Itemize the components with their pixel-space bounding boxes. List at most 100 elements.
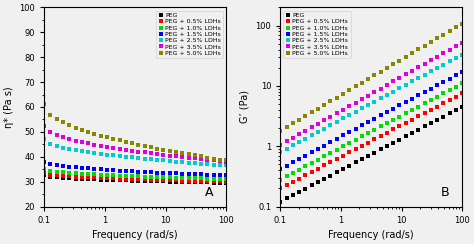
PEG + 1.0% LDHs <box>66 172 72 174</box>
PEG + 2.5% LDHs <box>110 154 116 157</box>
PEG + 2.5% LDHs <box>434 67 440 70</box>
PEG + 1.0% LDHs <box>104 173 110 176</box>
PEG + 1.0% LDHs <box>60 171 66 174</box>
PEG + 5.0% LDHs <box>453 26 459 29</box>
PEG + 0.5% LDHs <box>340 154 346 157</box>
PEG + 2.5% LDHs <box>416 77 421 80</box>
PEG + 1.0% LDHs <box>186 177 191 180</box>
PEG + 3.5% LDHs <box>321 119 327 122</box>
PEG + 5.0% LDHs <box>391 63 396 66</box>
PEG + 1.5% LDHs <box>315 147 321 150</box>
PEG + 3.5% LDHs <box>85 142 91 145</box>
PEG <box>334 171 339 174</box>
PEG + 0.5% LDHs <box>302 174 308 177</box>
PEG + 5.0% LDHs <box>447 30 453 32</box>
PEG + 1.0% LDHs <box>422 102 428 105</box>
PEG + 1.0% LDHs <box>397 115 402 118</box>
PEG + 0.5% LDHs <box>117 177 122 180</box>
PEG + 1.0% LDHs <box>302 165 308 168</box>
PEG <box>391 141 396 144</box>
PEG + 1.0% LDHs <box>173 176 179 179</box>
Line: PEG: PEG <box>278 105 465 204</box>
PEG <box>85 178 91 181</box>
PEG + 1.0% LDHs <box>440 92 446 95</box>
Line: PEG + 3.5% LDHs: PEG + 3.5% LDHs <box>42 123 228 164</box>
PEG + 3.5% LDHs <box>60 136 66 139</box>
PEG + 2.5% LDHs <box>161 159 166 162</box>
PEG + 1.0% LDHs <box>409 108 415 111</box>
PEG + 1.0% LDHs <box>167 176 173 179</box>
PEG <box>180 181 185 183</box>
PEG + 0.5% LDHs <box>198 180 204 183</box>
PEG <box>372 151 377 154</box>
PEG + 5.0% LDHs <box>73 126 78 129</box>
PEG <box>217 181 223 184</box>
PEG + 5.0% LDHs <box>142 145 147 148</box>
PEG + 5.0% LDHs <box>416 48 421 51</box>
PEG + 1.5% LDHs <box>66 165 72 168</box>
PEG <box>98 178 103 181</box>
PEG + 2.5% LDHs <box>98 152 103 155</box>
PEG + 5.0% LDHs <box>440 33 446 36</box>
PEG + 0.5% LDHs <box>223 180 229 183</box>
PEG + 1.0% LDHs <box>403 112 409 115</box>
PEG + 1.5% LDHs <box>359 124 365 127</box>
Legend: PEG, PEG + 0.5% LDHs, PEG + 1.0% LDHs, PEG + 1.5% LDHs, PEG + 2.5% LDHs, PEG + 3: PEG, PEG + 0.5% LDHs, PEG + 1.0% LDHs, P… <box>283 10 350 58</box>
PEG + 1.0% LDHs <box>85 173 91 175</box>
PEG + 1.5% LDHs <box>155 171 160 174</box>
PEG + 5.0% LDHs <box>223 159 229 162</box>
PEG <box>403 135 409 138</box>
PEG <box>440 115 446 118</box>
PEG + 1.5% LDHs <box>136 170 141 173</box>
PEG + 3.5% LDHs <box>91 143 97 146</box>
PEG + 3.5% LDHs <box>384 83 390 86</box>
PEG + 1.0% LDHs <box>378 125 383 128</box>
PEG + 3.5% LDHs <box>186 156 191 159</box>
PEG <box>66 177 72 180</box>
PEG + 1.0% LDHs <box>161 176 166 179</box>
PEG + 1.5% LDHs <box>217 174 223 177</box>
PEG + 2.5% LDHs <box>321 127 327 130</box>
Line: PEG + 1.0% LDHs: PEG + 1.0% LDHs <box>42 167 228 181</box>
PEG + 3.5% LDHs <box>422 62 428 65</box>
PEG + 3.5% LDHs <box>66 138 72 141</box>
PEG + 2.5% LDHs <box>315 131 321 133</box>
PEG + 1.5% LDHs <box>296 157 302 160</box>
PEG + 1.5% LDHs <box>223 174 229 177</box>
PEG + 1.0% LDHs <box>372 128 377 131</box>
PEG + 5.0% LDHs <box>328 100 333 103</box>
PEG + 5.0% LDHs <box>79 129 85 132</box>
PEG + 2.5% LDHs <box>440 63 446 66</box>
PEG + 1.0% LDHs <box>48 170 54 173</box>
PEG + 1.5% LDHs <box>104 168 110 171</box>
PEG + 1.5% LDHs <box>161 171 166 174</box>
PEG + 2.5% LDHs <box>186 161 191 164</box>
PEG + 3.5% LDHs <box>167 154 173 157</box>
PEG + 1.0% LDHs <box>453 85 459 88</box>
PEG + 5.0% LDHs <box>104 136 110 139</box>
PEG + 1.5% LDHs <box>198 173 204 176</box>
Line: PEG + 2.5% LDHs: PEG + 2.5% LDHs <box>278 52 465 154</box>
PEG + 5.0% LDHs <box>211 157 217 160</box>
PEG + 3.5% LDHs <box>346 105 352 108</box>
PEG + 0.5% LDHs <box>104 177 110 180</box>
PEG + 1.0% LDHs <box>459 82 465 85</box>
PEG + 1.0% LDHs <box>211 177 217 180</box>
PEG + 5.0% LDHs <box>359 81 365 84</box>
PEG <box>48 175 54 178</box>
PEG <box>129 179 135 182</box>
PEG <box>315 181 321 183</box>
PEG + 1.0% LDHs <box>384 122 390 125</box>
PEG + 1.5% LDHs <box>302 154 308 157</box>
PEG + 2.5% LDHs <box>459 53 465 56</box>
PEG + 0.5% LDHs <box>321 164 327 167</box>
PEG + 0.5% LDHs <box>85 176 91 179</box>
PEG + 1.5% LDHs <box>397 104 402 107</box>
PEG + 1.5% LDHs <box>277 167 283 170</box>
PEG + 3.5% LDHs <box>453 45 459 48</box>
PEG + 1.5% LDHs <box>447 77 453 80</box>
PEG + 3.5% LDHs <box>440 52 446 55</box>
PEG + 1.0% LDHs <box>346 142 352 144</box>
PEG + 3.5% LDHs <box>340 108 346 111</box>
PEG + 5.0% LDHs <box>198 155 204 158</box>
